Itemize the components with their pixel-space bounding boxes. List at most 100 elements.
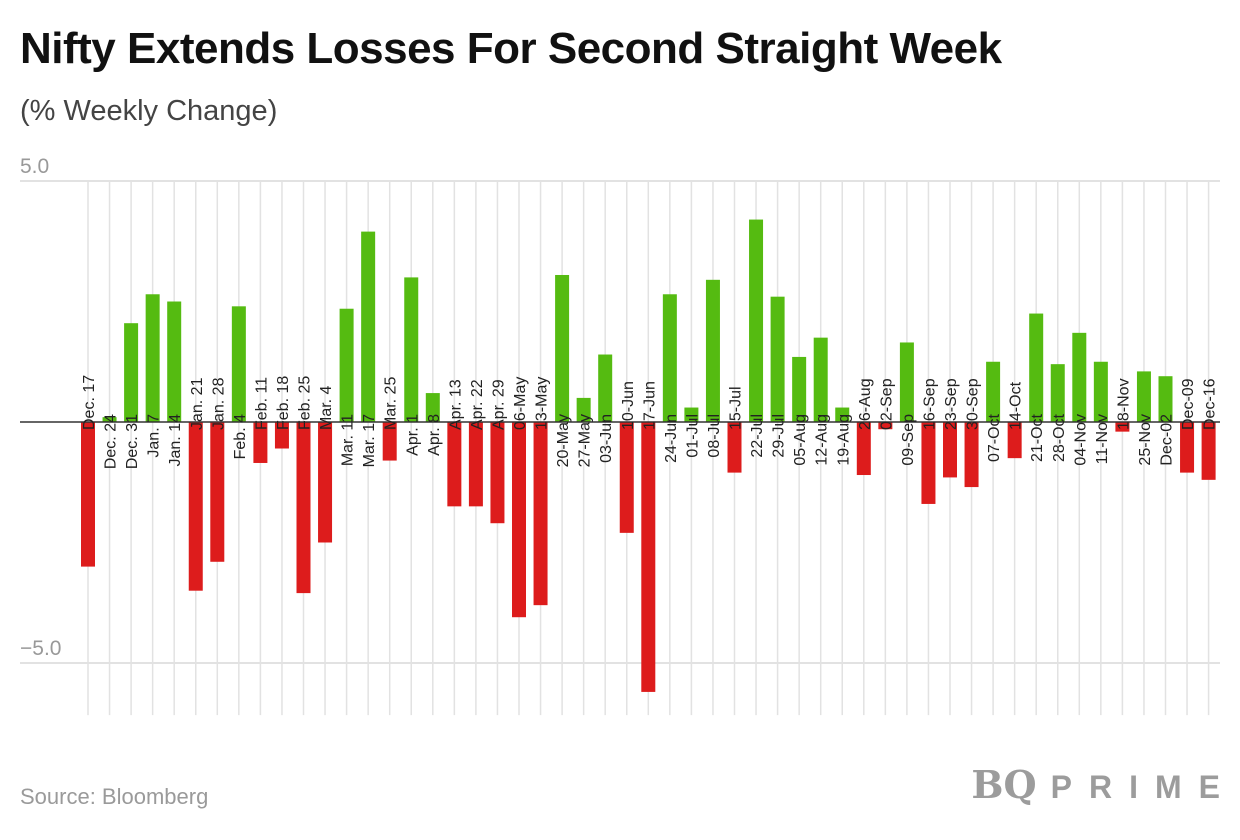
bar [921,422,936,504]
bar [404,277,419,422]
bar [231,306,246,422]
bar [1050,364,1065,422]
y-tick-label: −5.0 [20,637,61,660]
bar [188,422,203,591]
bar [727,422,742,473]
bar [1072,332,1087,422]
category-label: Mar. 4 [318,385,335,430]
category-label: Feb. 18 [275,376,292,430]
category-label: Apr. 13 [447,379,464,430]
bar [361,231,376,422]
category-label: 20-May [555,414,572,467]
bar [533,422,548,606]
bar [878,422,893,430]
bar [641,422,656,692]
category-label: Dec. 17 [81,375,98,430]
category-label: 07-Oct [986,413,1003,462]
bar [770,296,785,422]
bar [749,219,764,422]
bar [1029,313,1044,422]
category-label: Mar. 17 [361,414,378,467]
bar [296,422,311,594]
bar [468,422,483,507]
category-label: 19-Aug [835,414,852,466]
bar [339,308,354,422]
category-label: Dec-16 [1202,378,1219,430]
category-label: 13-May [534,377,551,430]
bar [1180,422,1195,473]
category-label: Apr. 8 [426,414,443,456]
category-label: 06-May [512,377,529,430]
bar [382,422,397,461]
bar [490,422,505,524]
category-labels: Dec. 17 Dec. 24 Dec. 31 Jan. 7 Jan. 14 Jan. 2… [81,375,1219,469]
grid-layer [20,180,1220,716]
bar [835,407,850,422]
bar [318,422,333,543]
y-axis-ticks: −5.0 5.0 [20,155,61,660]
category-label: 25-Nov [1137,414,1154,466]
bar [124,323,139,422]
bar [598,354,613,422]
category-label: 30-Sep [965,378,982,430]
category-label: 27-May [577,414,594,467]
category-label: 26-Aug [857,378,874,430]
category-label: 01-Jul [684,414,701,458]
brand-logo: BQ PRIME [971,762,1220,807]
category-label: 15-Jul [728,386,745,430]
category-label: Apr. 1 [404,414,421,456]
category-label: 10-Jun [620,381,637,430]
bar [274,422,289,449]
source-note: Source: Bloomberg [20,784,209,809]
category-label: 21-Oct [1029,413,1046,462]
category-label: 12-Aug [814,414,831,466]
category-label: Feb. 25 [297,376,314,430]
bar [512,422,526,618]
category-label: 11-Nov [1094,414,1111,464]
bar [792,356,807,422]
category-label: Dec. 31 [124,414,141,469]
category-label: Mar. 25 [383,377,400,430]
bar [684,407,699,422]
category-label: 24-Jun [663,414,680,463]
category-label: 28-Oct [1051,413,1068,462]
bar [253,422,268,463]
category-label: 04-Nov [1072,414,1089,466]
bar [899,342,914,422]
category-label: Jan. 21 [189,377,206,430]
category-label: 09-Sep [900,414,917,466]
bar [447,422,462,507]
category-label: 22-Jul [749,414,766,458]
category-label: 08-Jul [706,414,723,458]
bar [81,422,95,567]
category-label: Mar. 11 [340,414,357,466]
bar [555,274,570,422]
bar-chart: −5.0 5.0 Dec. 17 Dec. 24 Dec. 31 Jan. 7 Jan. … [20,155,1220,716]
category-label: Jan. 7 [146,414,163,458]
category-label: 14-Oct [1008,381,1025,430]
category-label: 02-Sep [878,378,895,430]
category-label: Jan. 28 [210,377,227,430]
bar [705,279,720,422]
chart-subtitle: (% Weekly Change) [20,95,278,127]
bar [425,393,440,422]
category-label: 05-Aug [792,414,809,466]
bar [102,417,117,422]
bar [1201,422,1216,480]
category-label: Dec-09 [1180,378,1197,430]
bar [1115,422,1130,432]
bar [1136,371,1151,422]
bar [856,422,871,476]
bar [964,422,979,488]
category-label: Apr. 29 [490,379,507,430]
bar [167,301,182,422]
y-tick-label: 5.0 [20,155,49,178]
category-label: Dec-02 [1159,414,1176,466]
bar [145,294,160,422]
category-label: Feb. 11 [253,377,270,430]
category-label: 03-Jun [598,414,615,463]
category-label: Dec. 24 [103,414,120,469]
bar [1007,422,1022,459]
bar [1158,376,1173,422]
bar [1093,361,1108,422]
